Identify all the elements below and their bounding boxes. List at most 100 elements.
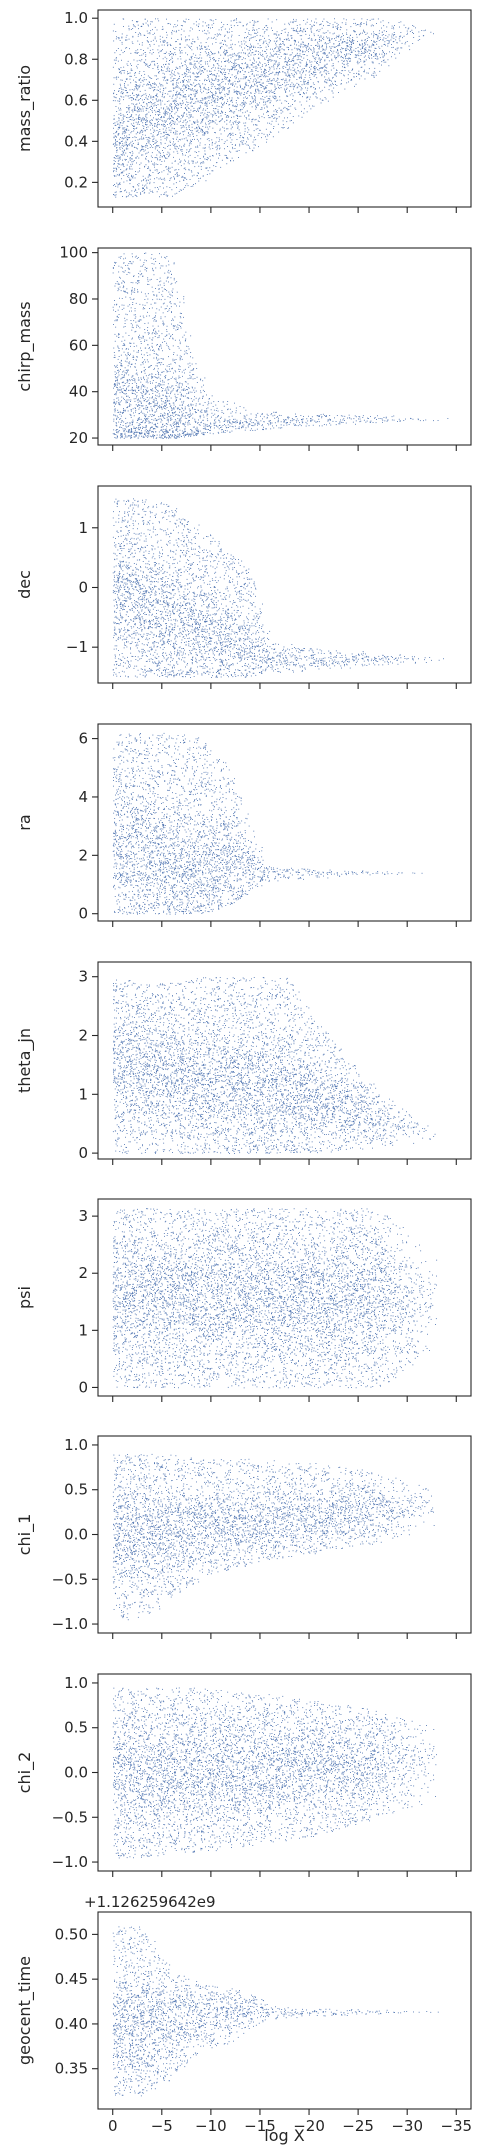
scatter-point — [213, 65, 215, 67]
scatter-point — [313, 33, 315, 35]
scatter-point — [164, 110, 166, 112]
scatter-point — [175, 31, 177, 33]
scatter-point — [182, 154, 184, 156]
scatter-point — [246, 66, 248, 68]
scatter-point — [166, 58, 168, 60]
scatter-point — [118, 113, 120, 115]
scatter-point — [176, 103, 178, 104]
scatter-point — [226, 115, 228, 117]
scatter-point — [246, 118, 247, 120]
scatter-point — [222, 126, 224, 128]
scatter-point — [207, 30, 209, 32]
scatter-point — [161, 100, 163, 102]
scatter-point — [244, 77, 246, 79]
scatter-point — [291, 59, 293, 61]
scatter-point — [256, 81, 258, 83]
scatter-point — [124, 150, 125, 152]
scatter-point — [214, 132, 216, 133]
scatter-point — [266, 91, 268, 93]
scatter-point — [142, 134, 144, 136]
scatter-point — [173, 141, 174, 143]
scatter-point — [154, 109, 156, 111]
scatter-point — [383, 30, 385, 32]
scatter-point — [220, 133, 222, 135]
scatter-point — [142, 125, 144, 127]
scatter-point — [257, 134, 259, 136]
scatter-point — [153, 86, 155, 88]
scatter-point — [225, 112, 226, 113]
scatter-point — [204, 150, 206, 152]
scatter-point — [220, 166, 222, 168]
scatter-point — [175, 182, 177, 184]
scatter-point — [323, 18, 325, 20]
scatter-point — [324, 60, 326, 62]
scatter-point — [216, 88, 218, 90]
scatter-point — [161, 161, 163, 162]
scatter-point — [286, 81, 288, 83]
scatter-point — [264, 59, 266, 60]
scatter-point — [226, 31, 228, 33]
scatter-point — [145, 59, 147, 61]
scatter-point — [150, 105, 152, 107]
scatter-point — [289, 66, 291, 68]
scatter-point — [122, 143, 124, 145]
scatter-point — [239, 92, 241, 94]
scatter-point — [201, 118, 203, 120]
scatter-point — [222, 104, 223, 105]
scatter-point — [236, 86, 238, 88]
scatter-point — [272, 92, 274, 93]
scatter-point — [188, 69, 190, 70]
scatter-point — [346, 47, 348, 49]
scatter-point — [313, 87, 315, 89]
scatter-point — [384, 53, 385, 54]
scatter-point — [214, 143, 216, 145]
scatter-point — [208, 89, 210, 91]
scatter-point — [169, 110, 171, 111]
scatter-point — [260, 39, 262, 40]
scatter-point — [173, 138, 174, 140]
scatter-point — [200, 73, 202, 75]
scatter-point — [230, 77, 231, 78]
scatter-point — [158, 71, 159, 73]
scatter-point — [304, 83, 306, 85]
scatter-point — [209, 74, 211, 75]
scatter-point — [131, 97, 133, 99]
scatter-point — [139, 90, 141, 92]
scatter-point — [147, 120, 148, 122]
scatter-point — [164, 73, 165, 75]
scatter-point — [295, 54, 296, 56]
scatter-point — [113, 418, 115, 420]
scatter-point — [130, 152, 131, 154]
scatter-point — [273, 79, 275, 81]
scatter-point — [157, 104, 159, 106]
scatter-point — [325, 48, 327, 50]
scatter-point — [293, 18, 294, 20]
scatter-point — [116, 50, 117, 52]
scatter-point — [264, 74, 266, 76]
scatter-point — [152, 111, 153, 113]
scatter-point — [187, 102, 189, 103]
scatter-point — [230, 134, 231, 136]
scatter-point — [351, 47, 353, 48]
scatter-point — [146, 40, 148, 42]
scatter-point — [351, 40, 353, 42]
scatter-point — [307, 87, 309, 89]
scatter-point — [347, 37, 348, 38]
scatter-point — [250, 34, 252, 36]
scatter-point — [186, 178, 188, 180]
scatter-point — [326, 36, 327, 38]
scatter-point — [242, 49, 243, 51]
scatter-point — [202, 99, 204, 101]
scatter-point — [403, 35, 405, 37]
scatter-point — [187, 140, 188, 142]
scatter-point — [135, 121, 137, 123]
scatter-point — [215, 146, 217, 148]
scatter-point — [150, 155, 152, 157]
scatter-point — [151, 152, 153, 154]
scatter-point — [135, 171, 136, 172]
scatter-point — [168, 144, 170, 146]
scatter-point — [318, 48, 320, 50]
scatter-point — [116, 111, 118, 112]
scatter-point — [219, 129, 221, 131]
